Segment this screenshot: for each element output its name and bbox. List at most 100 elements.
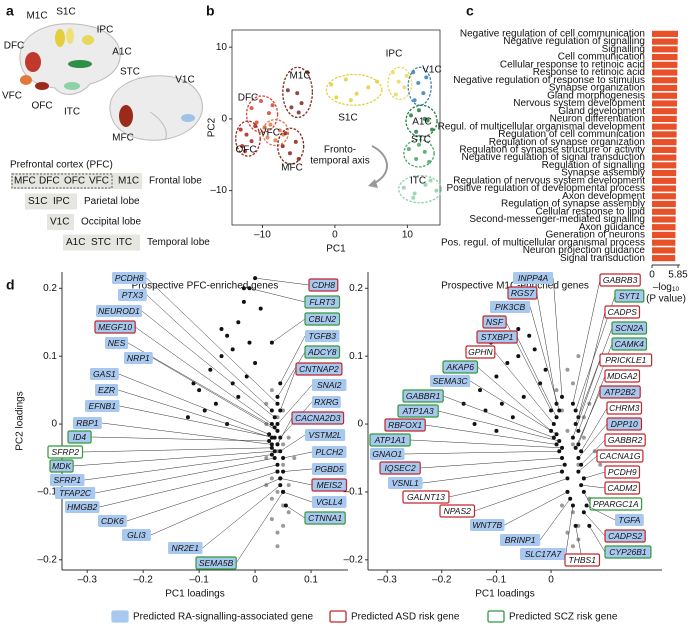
leader-line [280, 434, 306, 452]
point [275, 415, 280, 420]
bar [652, 53, 678, 61]
gene-point [247, 286, 252, 291]
gene-box [90, 368, 119, 380]
gene-box [482, 315, 507, 329]
cluster-label: VFC [260, 128, 280, 139]
gene-point [551, 422, 556, 427]
diagram-title: Prefrontal cortex (PFC) [10, 160, 113, 171]
point [434, 188, 439, 193]
gene-box [615, 514, 644, 526]
gene-box [564, 553, 601, 567]
point [213, 401, 218, 406]
point [576, 462, 581, 467]
annotation: Fronto- [324, 145, 356, 156]
gene-label: RXRG [314, 397, 339, 407]
bar [652, 255, 676, 262]
gene-label: ADCY8 [307, 347, 337, 357]
point [404, 73, 409, 78]
point [293, 139, 298, 144]
x-tick-label: 0 [649, 270, 655, 281]
gene-label: THBS1 [569, 555, 597, 565]
gene-box [606, 417, 643, 431]
lobe-name: Parietal lobe [84, 196, 140, 207]
gene-label: MDGA2 [607, 371, 638, 381]
gene-box [379, 461, 421, 475]
gene-label: HMGB2 [67, 502, 98, 512]
lobe-name: Temporal lobe [147, 237, 210, 248]
term-label: Gland development [558, 106, 645, 117]
point [570, 442, 575, 447]
point [202, 408, 207, 413]
gene-point [570, 503, 575, 508]
point [281, 523, 286, 528]
gene-label: NEUROD1 [98, 306, 140, 316]
region-item: V1C [50, 217, 69, 228]
point [295, 91, 300, 96]
pfc-box [11, 173, 113, 189]
point [289, 105, 294, 110]
term-label: Pos. regul. of multicellular organismal … [441, 237, 645, 248]
point [406, 147, 411, 152]
lobe-box [47, 214, 74, 230]
gene-point [570, 435, 575, 440]
leader-line [572, 279, 601, 404]
legend-swatch [487, 610, 505, 623]
gene-point [554, 442, 559, 447]
point [299, 101, 304, 106]
gene-point [275, 401, 280, 406]
cluster-outline [235, 120, 261, 157]
gene-label: NRP1 [127, 353, 150, 363]
gene-point [275, 428, 280, 433]
gene-point [269, 452, 274, 457]
gene-point [281, 455, 286, 460]
gene-point [576, 469, 581, 474]
bar [652, 61, 678, 68]
leader-line [516, 336, 557, 418]
leader-line [494, 351, 554, 425]
point [236, 394, 241, 399]
point [494, 374, 499, 379]
gene-label: MEIS2 [316, 480, 342, 490]
gene-box [604, 529, 646, 543]
gene-point [559, 445, 564, 450]
gene-box [311, 478, 348, 492]
gene-box [291, 411, 345, 425]
gene-box [304, 345, 341, 359]
point [411, 70, 416, 75]
gene-point [570, 401, 575, 406]
point [269, 476, 274, 481]
gene-box [604, 545, 652, 559]
region-label: DFC [4, 41, 25, 52]
lobe-name: Occipital lobe [81, 217, 141, 228]
point [247, 340, 252, 345]
x-tick-label: –0.3 [377, 575, 397, 586]
gene-box [308, 278, 339, 292]
gene-box [388, 477, 423, 489]
term-label: Negative regulation of cell communicatio… [460, 29, 645, 40]
point [559, 408, 564, 413]
y-tick-label: 0.2 [43, 283, 57, 294]
term-label: Cell communication [558, 52, 645, 63]
gene-point [568, 496, 573, 501]
leader-line [146, 294, 273, 411]
leader-line [552, 277, 563, 397]
gene-box [73, 417, 102, 429]
x-tick-label: 0 [252, 575, 258, 586]
gene-label: EFNB1 [89, 401, 117, 411]
cluster-label: STC [411, 135, 431, 146]
point [423, 182, 428, 187]
region-label: M1C [26, 11, 47, 22]
bar [652, 216, 676, 223]
annotation: temporal axis [310, 156, 369, 167]
x-tick-label: –0.2 [432, 575, 452, 586]
cluster-outline [407, 66, 432, 106]
leader-line [282, 491, 313, 503]
gene-label: ID4 [73, 432, 87, 442]
x-tick-label: 5.85 [668, 270, 688, 281]
gene-box [507, 286, 538, 300]
region-item: ITC [116, 237, 132, 248]
term-label: Signal transduction [560, 253, 645, 264]
region-label: MFC [112, 133, 134, 144]
gene-point [565, 476, 570, 481]
point [275, 449, 280, 454]
